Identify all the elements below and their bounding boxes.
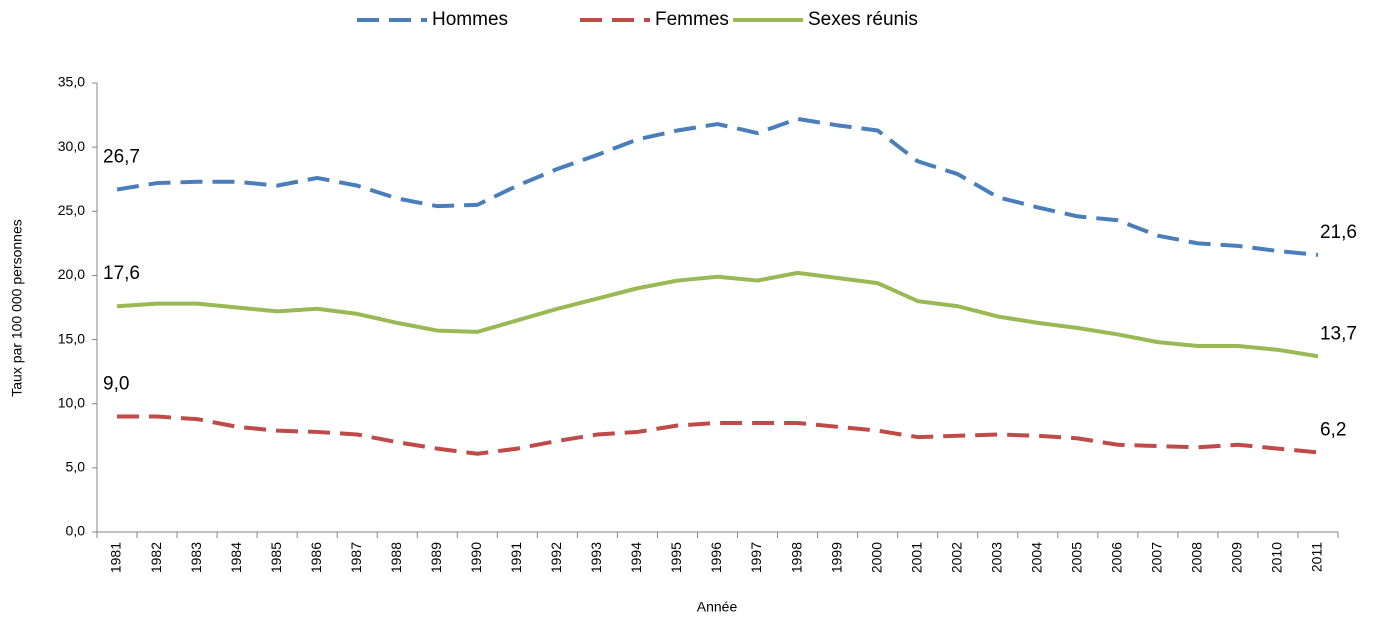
series-line bbox=[116, 270, 1319, 359]
x-tick-label: 2004 bbox=[1028, 542, 1044, 573]
data-label: 21,6 bbox=[1320, 222, 1357, 243]
data-label: 26,7 bbox=[103, 146, 140, 167]
x-tick-label: 1998 bbox=[788, 542, 804, 573]
x-tick-label: 2005 bbox=[1068, 542, 1084, 573]
y-tick-label: 25,0 bbox=[58, 202, 85, 218]
x-tick-label: 2008 bbox=[1189, 542, 1205, 573]
x-tick-label: 1986 bbox=[308, 542, 324, 573]
y-tick-label: 20,0 bbox=[58, 266, 85, 282]
x-tick-label: 2011 bbox=[1309, 542, 1325, 572]
legend-label: Femmes bbox=[655, 9, 729, 30]
x-tick-label: 1993 bbox=[588, 542, 604, 573]
y-tick-label: 15,0 bbox=[58, 330, 85, 346]
x-tick-label: 2007 bbox=[1149, 542, 1165, 573]
x-tick-label: 2010 bbox=[1269, 542, 1285, 573]
x-tick-label: 1990 bbox=[468, 542, 484, 573]
x-tick-label: 1988 bbox=[388, 542, 404, 573]
x-tick-label: 1981 bbox=[108, 542, 124, 573]
x-tick-label: 1992 bbox=[548, 542, 564, 573]
y-tick-label: 35,0 bbox=[58, 74, 85, 90]
y-axis-label: Taux par 100 000 personnes bbox=[9, 219, 25, 396]
series-line bbox=[117, 414, 1319, 456]
x-tick-label: 1997 bbox=[748, 542, 764, 573]
x-tick-label: 2006 bbox=[1109, 542, 1125, 573]
x-tick-label: 1995 bbox=[668, 542, 684, 573]
x-tick-label: 2009 bbox=[1229, 542, 1245, 573]
y-tick-label: 30,0 bbox=[58, 138, 85, 154]
x-tick-label: 1994 bbox=[628, 542, 644, 573]
x-tick-label: 2000 bbox=[868, 542, 884, 573]
x-tick-label: 1989 bbox=[428, 542, 444, 573]
y-tick-label: 0,0 bbox=[66, 523, 86, 539]
x-tick-label: 1983 bbox=[188, 542, 204, 573]
legend-label: Sexes réunis bbox=[808, 9, 918, 30]
x-tick-label: 1999 bbox=[828, 542, 844, 573]
x-tick-label: 1985 bbox=[268, 542, 284, 573]
x-tick-label: 2003 bbox=[988, 542, 1004, 573]
data-label: 17,6 bbox=[103, 263, 140, 284]
data-label: 9,0 bbox=[103, 374, 129, 395]
x-axis-label: Année bbox=[697, 599, 738, 615]
legend-label: Hommes bbox=[432, 9, 508, 30]
x-tick-label: 1984 bbox=[228, 542, 244, 573]
x-tick-label: 1991 bbox=[508, 542, 524, 573]
series-line bbox=[116, 116, 1319, 257]
y-tick-label: 10,0 bbox=[58, 394, 85, 410]
x-tick-label: 2002 bbox=[948, 542, 964, 573]
x-tick-label: 2001 bbox=[908, 542, 924, 573]
x-tick-label: 1987 bbox=[348, 542, 364, 573]
data-label: 13,7 bbox=[1320, 323, 1357, 344]
y-tick-label: 5,0 bbox=[66, 459, 86, 475]
x-tick-label: 1996 bbox=[708, 542, 724, 573]
data-label: 6,2 bbox=[1320, 419, 1346, 440]
x-tick-label: 1982 bbox=[148, 542, 164, 573]
